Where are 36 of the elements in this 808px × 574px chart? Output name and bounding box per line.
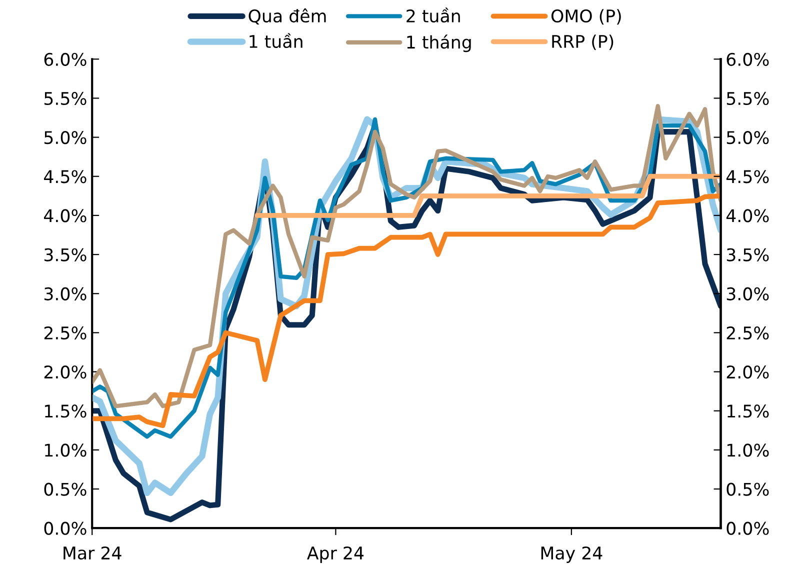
y-tick-label: 4.5% — [44, 170, 86, 184]
legend-label: Qua đêm — [248, 8, 326, 25]
y-tick-label: 4.0% — [44, 209, 86, 222]
legend-label: OMO (P) — [551, 9, 621, 25]
y2-tick-label: 3.0% — [726, 287, 769, 300]
x-tick-label: Apr 24 — [307, 546, 364, 563]
y-tick-label: 3.5% — [44, 248, 86, 262]
y-tick-label: 5.0% — [44, 130, 86, 144]
y-tick-label: 3.0% — [44, 287, 86, 300]
y2-tick-label: 4.5% — [726, 170, 769, 184]
y-tick-label: 2.0% — [44, 365, 86, 379]
y2-tick-label: 5.0% — [726, 130, 769, 144]
x-tick-label: May 24 — [541, 546, 602, 563]
legend-label: 2 tuần — [406, 8, 460, 23]
y2-tick-label: 1.0% — [728, 444, 769, 457]
y2-tick-label: 2.0% — [726, 365, 769, 379]
y2-tick-label: 3.5% — [726, 248, 769, 262]
y2-tick-label: 1.5% — [728, 404, 769, 418]
y-tick-label: 1.5% — [45, 404, 86, 418]
y2-tick-label: 0.5% — [726, 482, 769, 496]
legend-label: RRP (P) — [552, 34, 614, 50]
y-tick-label: 5.5% — [44, 92, 86, 106]
y2-tick-label: 5.5% — [726, 92, 769, 106]
y2-tick-label: 6.0% — [726, 52, 769, 66]
y-tick-label: 1.0% — [45, 444, 86, 457]
line-series — [92, 193, 721, 428]
y2-tick-label: 0.0% — [726, 522, 769, 535]
y2-tick-label: 2.5% — [726, 326, 769, 340]
y-tick-label: 6.0% — [44, 52, 86, 66]
x-tick-label: Mar 24 — [64, 546, 122, 560]
y-tick-label: 0.5% — [44, 482, 86, 496]
y2-tick-label: 4.0% — [726, 209, 769, 222]
legend-label: 1 tuần — [250, 33, 302, 48]
y-tick-label: 2.5% — [44, 326, 86, 340]
legend-label: 1 tháng — [407, 34, 471, 52]
y-tick-label: 0.0% — [44, 522, 86, 535]
